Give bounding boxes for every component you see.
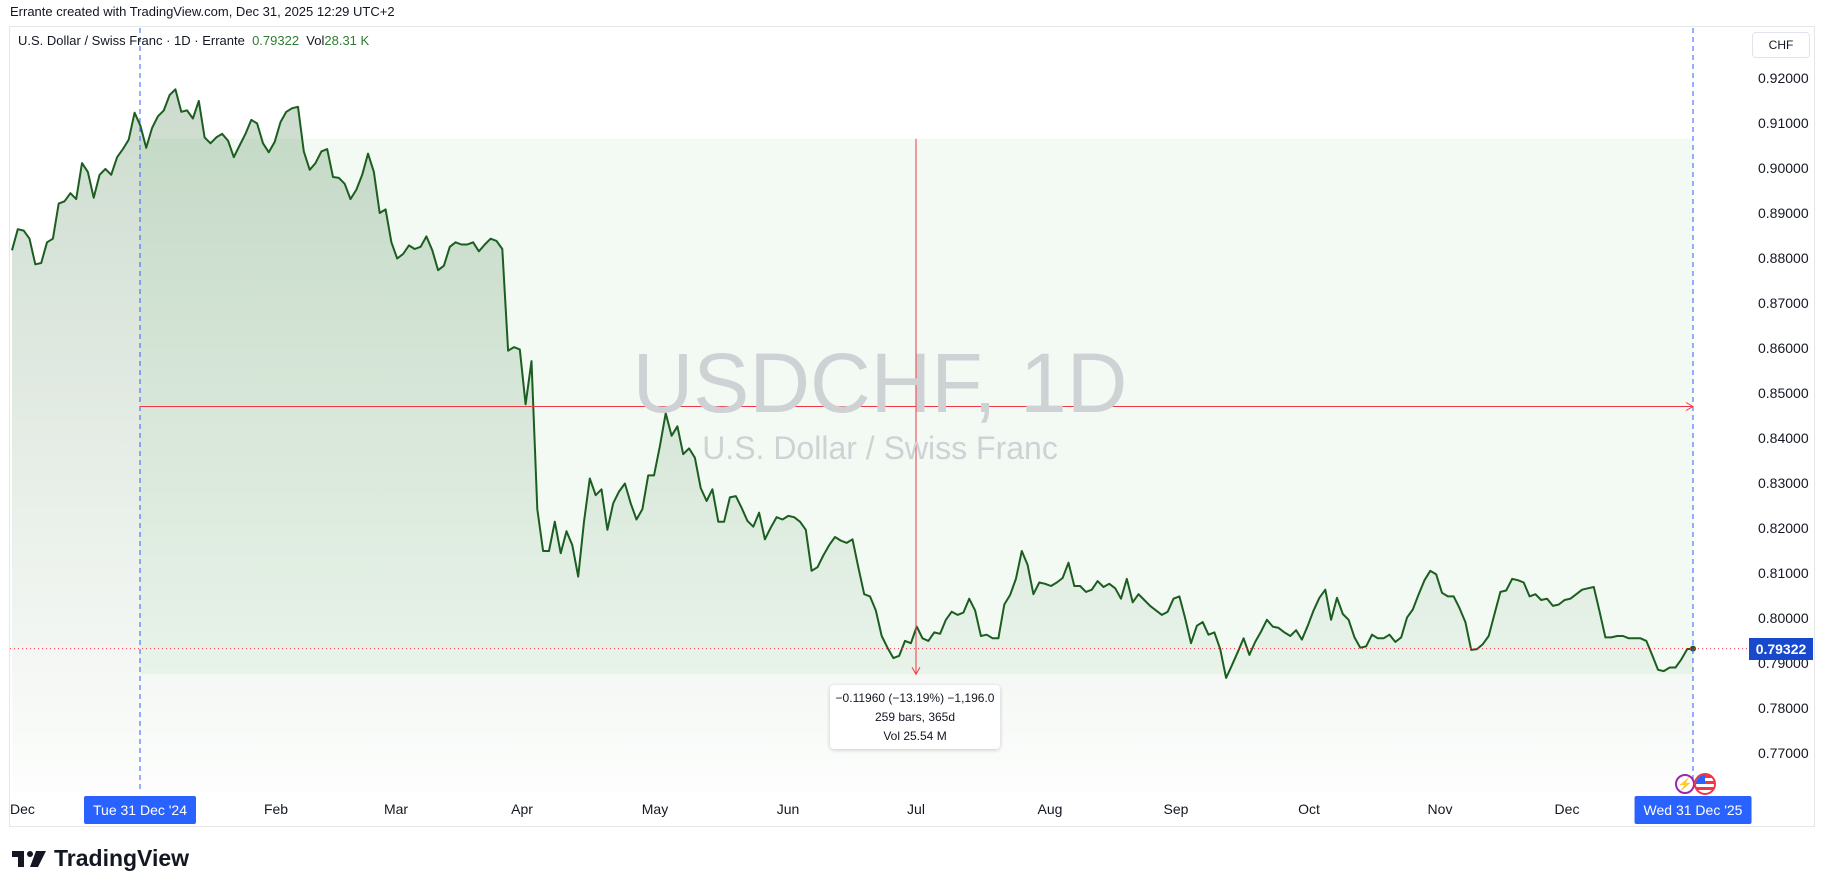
lightning-icon[interactable]: ⚡ (1675, 774, 1695, 794)
time-tick-label: Jul (907, 801, 925, 817)
price-tick-label: 0.87000 (1758, 295, 1809, 311)
range-start-date-label: Tue 31 Dec '24 (84, 796, 196, 824)
price-tick-label: 0.84000 (1758, 430, 1809, 446)
tradingview-logo-icon (12, 850, 46, 867)
time-tick-label: Feb (263, 801, 289, 817)
us-flag-event-icon[interactable] (1694, 773, 1716, 795)
price-tick-label: 0.85000 (1758, 385, 1809, 401)
time-tick-label: Sep (1163, 801, 1189, 817)
measure-bars: 259 bars, 365d (874, 710, 956, 724)
volume-label: Vol (306, 33, 325, 48)
currency-button[interactable]: CHF (1752, 32, 1810, 58)
time-tick-label: Dec (1554, 801, 1580, 817)
range-end-date-label: Wed 31 Dec '25 (1634, 796, 1752, 824)
brand-name: TradingView (54, 845, 190, 871)
price-tick-label: 0.86000 (1758, 340, 1809, 356)
time-tick-label: Mar (383, 801, 409, 817)
last-value: 0.79322 (252, 33, 300, 48)
time-tick-label: Oct (1298, 801, 1320, 817)
measure-volume: Vol 25.54 M (883, 729, 947, 743)
price-tick-label: 0.92000 (1758, 70, 1809, 86)
last-price-label: 0.79322 (1749, 638, 1813, 660)
measure-tooltip: −0.11960 (−13.19%) −1,196.0 259 bars, 36… (830, 685, 1000, 749)
price-tick-label: 0.89000 (1758, 205, 1809, 221)
price-tick-label: 0.77000 (1758, 745, 1809, 761)
time-tick-label: Apr (511, 801, 533, 817)
price-tick-label: 0.81000 (1758, 565, 1809, 581)
last-point-dot (1690, 645, 1696, 652)
time-tick-label: Nov (1427, 801, 1453, 817)
measure-arrow-right-icon (1685, 402, 1695, 411)
volume-value: 28.31 K (324, 33, 370, 48)
symbol-legend[interactable]: U.S. Dollar / Swiss Franc · 1D · Errante… (18, 33, 369, 48)
price-tick-label: 0.82000 (1758, 520, 1809, 536)
time-tick-label: Aug (1037, 801, 1063, 817)
price-tick-label: 0.78000 (1758, 700, 1809, 716)
chart-credit: Errante created with TradingView.com, De… (10, 4, 395, 19)
tradingview-logo[interactable]: TradingView (12, 845, 189, 872)
price-tick-label: 0.88000 (1758, 250, 1809, 266)
price-line (11, 88, 1694, 679)
price-tick-label: 0.80000 (1758, 610, 1809, 626)
price-tick-label: 0.90000 (1758, 160, 1809, 176)
time-tick-label: Dec (10, 801, 35, 817)
price-tick-label: 0.91000 (1758, 115, 1809, 131)
chart-frame (9, 26, 1815, 827)
measure-arrow-down-icon (911, 667, 921, 676)
price-tick-label: 0.83000 (1758, 475, 1809, 491)
time-tick-label: May (641, 801, 669, 817)
price-area-fill (12, 89, 1693, 794)
time-tick-label: Jun (776, 801, 800, 817)
measure-change: −0.11960 (−13.19%) −1,196.0 (835, 691, 995, 705)
symbol-description: U.S. Dollar / Swiss Franc · 1D · Errante (18, 33, 245, 48)
